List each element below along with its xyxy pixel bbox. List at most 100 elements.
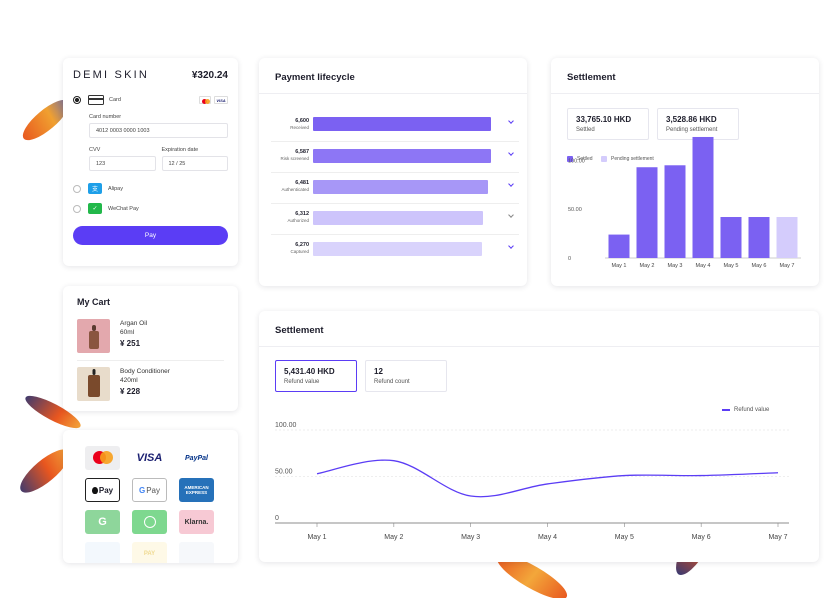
lifecycle-stage: Authenticated bbox=[281, 187, 309, 192]
item-size: 420ml bbox=[120, 377, 138, 384]
wechat-logo bbox=[132, 510, 167, 534]
panel-title: Settlement bbox=[259, 311, 819, 347]
lifecycle-stage: Received bbox=[290, 124, 309, 130]
bar-settled[interactable] bbox=[720, 217, 742, 258]
argan-oil-thumbnail bbox=[77, 319, 110, 353]
refund-line-chart: 0 50.00 100.00 May 1 May 2 May 3 May 4 May 5 May… bbox=[275, 422, 789, 541]
apple-pay-text: Pay bbox=[98, 485, 114, 495]
pending-value: 3,528.86 HKD bbox=[666, 115, 717, 124]
chevron-down-icon[interactable] bbox=[508, 118, 514, 124]
lifecycle-bar bbox=[313, 210, 484, 225]
lifecycle-label: 6,312 Authorized bbox=[271, 211, 309, 224]
refund-count-stat[interactable]: 12 Refund count bbox=[365, 360, 447, 392]
lifecycle-count: 6,600 bbox=[295, 117, 309, 124]
payment-option-alipay[interactable]: 支 Alipay bbox=[73, 183, 228, 194]
credit-card-icon bbox=[88, 95, 104, 105]
legend-label: Pending settlement bbox=[611, 156, 654, 162]
x-tick-label: May 1 bbox=[612, 263, 627, 269]
payment-option-wechat[interactable]: ✓ WeChat Pay bbox=[73, 203, 228, 214]
lifecycle-bar bbox=[313, 241, 483, 256]
series-line-refund-value[interactable] bbox=[316, 459, 779, 498]
grabpay-logo: G bbox=[85, 510, 120, 534]
item-price: ¥ 251 bbox=[120, 339, 141, 348]
lifecycle-stage: Risk screened bbox=[280, 156, 309, 161]
legend-label: Settled bbox=[577, 156, 593, 162]
mastercard-logo bbox=[85, 446, 120, 470]
chevron-down-icon[interactable] bbox=[508, 243, 514, 249]
y-tick-label: 50.00 bbox=[275, 469, 293, 476]
refund-count: 12 bbox=[374, 367, 383, 376]
x-tick-label: May 1 bbox=[307, 534, 326, 541]
y-tick-label: 100.00 bbox=[568, 158, 585, 164]
bar-settled[interactable] bbox=[692, 136, 714, 258]
wechat-radio[interactable] bbox=[73, 204, 81, 213]
cvv-label: CVV bbox=[89, 147, 101, 153]
legend-settled: Settled bbox=[567, 156, 593, 162]
faded-payment-logo bbox=[85, 542, 120, 563]
settled-stat[interactable]: 33,765.10 HKD Settled bbox=[567, 108, 649, 140]
legend-label: Refund value bbox=[734, 407, 770, 413]
bar-settled[interactable] bbox=[608, 234, 630, 258]
check-circle-icon bbox=[143, 516, 156, 528]
legend-refund-value: Refund value bbox=[722, 407, 769, 413]
lifecycle-count: 6,270 bbox=[295, 242, 309, 248]
lifecycle-label: 6,270 Captured bbox=[271, 242, 309, 255]
x-tick-label: May 7 bbox=[780, 263, 795, 269]
brand-name: DEMI SKIN bbox=[73, 69, 150, 81]
google-g-icon: G bbox=[138, 485, 146, 495]
card-number-field[interactable]: 4012 0003 0000 1003 bbox=[89, 123, 228, 138]
visa-icon: VISA bbox=[214, 96, 228, 104]
y-tick-label: 100.00 bbox=[275, 422, 297, 429]
payment-lifecycle-panel: Payment lifecycle 6,600 Received 6,587 Risk… bbox=[259, 58, 527, 286]
settlement-bar-chart: 0 50.00 100.00 May 1 May 2 May 3 May 4 May 5 May… bbox=[568, 136, 801, 269]
pay-button[interactable]: Pay bbox=[73, 226, 228, 245]
google-pay-text: Pay bbox=[146, 485, 161, 495]
wechat-pay-icon: ✓ bbox=[88, 203, 102, 214]
lifecycle-count: 6,312 bbox=[295, 211, 309, 217]
x-tick-label: May 5 bbox=[615, 534, 634, 541]
alipay-radio[interactable] bbox=[73, 184, 81, 193]
lifecycle-label: 6,587 Risk screened bbox=[271, 149, 309, 162]
lifecycle-row[interactable]: 6,312 Authorized bbox=[271, 203, 519, 231]
chevron-down-icon[interactable] bbox=[508, 150, 514, 156]
payment-option-card[interactable]: Card VISA bbox=[73, 95, 228, 105]
x-tick-label: May 2 bbox=[640, 263, 655, 269]
legend-swatch bbox=[567, 156, 573, 162]
lifecycle-bar bbox=[313, 179, 488, 194]
lifecycle-row[interactable]: 6,270 Captured bbox=[271, 234, 519, 262]
lifecycle-row[interactable]: 6,587 Risk screened bbox=[271, 141, 519, 169]
settlement-summary-panel: Settlement 33,765.10 HKD Settled 3,528.8… bbox=[551, 58, 819, 286]
bar-settled[interactable] bbox=[748, 217, 770, 258]
apple-icon bbox=[91, 486, 98, 494]
klarna-logo: Klarna. bbox=[179, 510, 214, 534]
bar-pending-settlement[interactable] bbox=[776, 217, 798, 258]
cart-title: My Cart bbox=[77, 297, 111, 307]
lifecycle-row[interactable]: 6,600 Received bbox=[271, 110, 519, 138]
legend-swatch bbox=[601, 156, 607, 162]
cart-item[interactable]: Argan Oil 60ml ¥ 251 bbox=[77, 314, 224, 358]
y-tick-label: 0 bbox=[568, 256, 571, 262]
payment-methods-card: VISA PayPal Pay G Pay AMERICAN EXPRESS G… bbox=[63, 430, 238, 563]
chevron-down-icon[interactable] bbox=[508, 181, 514, 187]
legend-pending: Pending settlement bbox=[601, 156, 654, 162]
bar-settled[interactable] bbox=[664, 165, 686, 258]
panel-title: Payment lifecycle bbox=[259, 58, 527, 94]
settled-label: Settled bbox=[576, 127, 595, 133]
lifecycle-stage: Authorized bbox=[287, 218, 309, 223]
refund-value-stat[interactable]: 5,431.40 HKD Refund value bbox=[275, 360, 357, 392]
bar-settled[interactable] bbox=[636, 167, 658, 258]
cvv-field[interactable]: 123 bbox=[89, 156, 156, 171]
item-name: Body Conditioner bbox=[120, 368, 170, 375]
y-tick-label: 50.00 bbox=[568, 207, 582, 213]
card-radio[interactable] bbox=[73, 96, 81, 104]
wechat-label: WeChat Pay bbox=[108, 205, 139, 212]
x-tick-label: May 3 bbox=[668, 263, 683, 269]
chevron-down-icon[interactable] bbox=[508, 212, 514, 218]
x-tick-label: May 7 bbox=[768, 534, 787, 541]
cart-item[interactable]: Body Conditioner 420ml ¥ 228 bbox=[77, 360, 224, 406]
x-tick-label: May 6 bbox=[692, 534, 711, 541]
expiry-field[interactable]: 12 / 25 bbox=[161, 156, 228, 171]
lifecycle-count: 6,587 bbox=[295, 149, 309, 155]
alipay-label: Alipay bbox=[108, 185, 123, 192]
lifecycle-row[interactable]: 6,481 Authenticated bbox=[271, 172, 519, 200]
